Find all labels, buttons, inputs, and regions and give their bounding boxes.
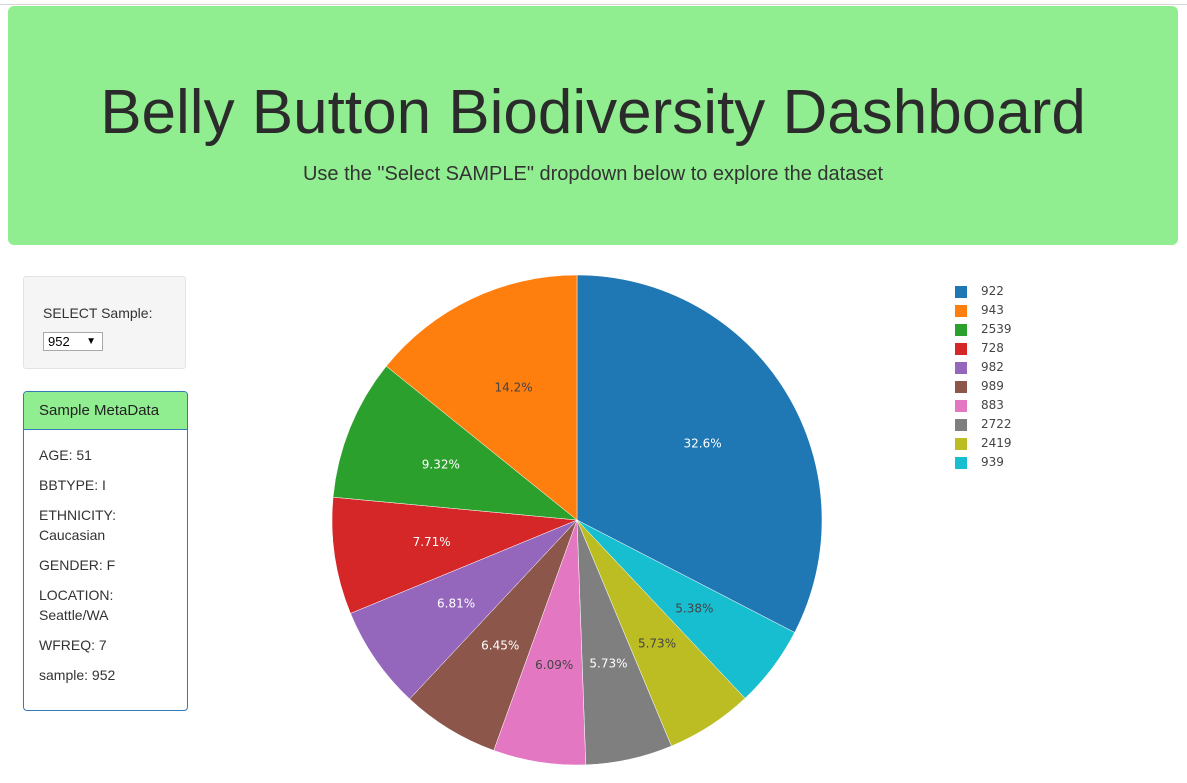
legend-swatch	[955, 343, 967, 355]
legend-item-943[interactable]: 943	[955, 301, 1035, 319]
legend-label: 2539	[981, 322, 1012, 336]
legend-label: 728	[981, 341, 1004, 355]
legend-label: 2419	[981, 436, 1012, 450]
legend-item-922[interactable]: 922	[955, 282, 1035, 300]
legend-swatch	[955, 438, 967, 450]
legend-swatch	[955, 381, 967, 393]
legend-label: 2722	[981, 417, 1012, 431]
top-border	[0, 4, 1187, 5]
sample-metadata-panel: Sample MetaData AGE: 51 BBTYPE: I ETHNIC…	[23, 391, 188, 711]
legend-item-2539[interactable]: 2539	[955, 320, 1035, 338]
metadata-age: AGE: 51	[39, 447, 92, 463]
pie-label-2419: 5.73%	[638, 636, 676, 650]
metadata-heading: Sample MetaData	[24, 392, 187, 430]
page-title: Belly Button Biodiversity Dashboard	[100, 78, 1086, 147]
metadata-sample: sample: 952	[39, 667, 116, 683]
sample-selector-panel: SELECT Sample: 952 ▼	[23, 276, 186, 369]
pie-slice-943[interactable]	[385, 274, 578, 521]
legend-swatch	[955, 457, 967, 469]
legend-item-989[interactable]: 989	[955, 377, 1035, 395]
legend-item-939[interactable]: 939	[955, 453, 1035, 471]
dropdown-arrow-icon: ▼	[86, 336, 96, 347]
pie-label-939: 5.38%	[675, 602, 713, 616]
pie-slice-982[interactable]	[350, 519, 578, 700]
legend-label: 982	[981, 360, 1004, 374]
legend-label: 922	[981, 284, 1004, 298]
legend-swatch	[955, 419, 967, 431]
pie-label-922: 32.6%	[684, 437, 722, 451]
pie-label-982: 6.81%	[437, 597, 475, 611]
pie-slice-728[interactable]	[331, 496, 578, 614]
legend-label: 989	[981, 379, 1004, 393]
select-sample-label: SELECT Sample:	[43, 305, 153, 321]
legend-swatch	[955, 305, 967, 317]
pie-slice-922[interactable]	[576, 274, 823, 633]
metadata-gender: GENDER: F	[39, 557, 116, 573]
sample-select-value: 952	[48, 334, 70, 349]
legend-label: 943	[981, 303, 1004, 317]
pie-label-2722: 5.73%	[589, 657, 627, 671]
sample-select-dropdown[interactable]: 952 ▼	[43, 332, 103, 351]
pie-label-883: 6.09%	[535, 658, 573, 672]
legend-item-2419[interactable]: 2419	[955, 434, 1035, 452]
legend-item-982[interactable]: 982	[955, 358, 1035, 376]
legend-swatch	[955, 362, 967, 374]
metadata-bbtype: BBTYPE: I	[39, 477, 106, 493]
metadata-wfreq: WFREQ: 7	[39, 637, 107, 653]
legend-swatch	[955, 286, 967, 298]
pie-label-989: 6.45%	[481, 638, 519, 652]
pie-slice-2539[interactable]	[332, 365, 578, 521]
pie-label-2539: 9.32%	[422, 458, 460, 472]
pie-label-943: 14.2%	[495, 380, 533, 394]
metadata-location: LOCATION: Seattle/WA	[39, 587, 114, 623]
legend-label: 939	[981, 455, 1004, 469]
legend-item-883[interactable]: 883	[955, 396, 1035, 414]
page-subtitle: Use the "Select SAMPLE" dropdown below t…	[302, 163, 884, 185]
legend-item-2722[interactable]: 2722	[955, 415, 1035, 433]
legend-swatch	[955, 400, 967, 412]
metadata-ethnicity: ETHNICITY: Caucasian	[39, 507, 117, 543]
legend-label: 883	[981, 398, 1004, 412]
legend-swatch	[955, 324, 967, 336]
header-banner: Belly Button Biodiversity Dashboard Use …	[8, 6, 1178, 245]
pie-label-728: 7.71%	[413, 535, 451, 549]
legend-item-728[interactable]: 728	[955, 339, 1035, 357]
